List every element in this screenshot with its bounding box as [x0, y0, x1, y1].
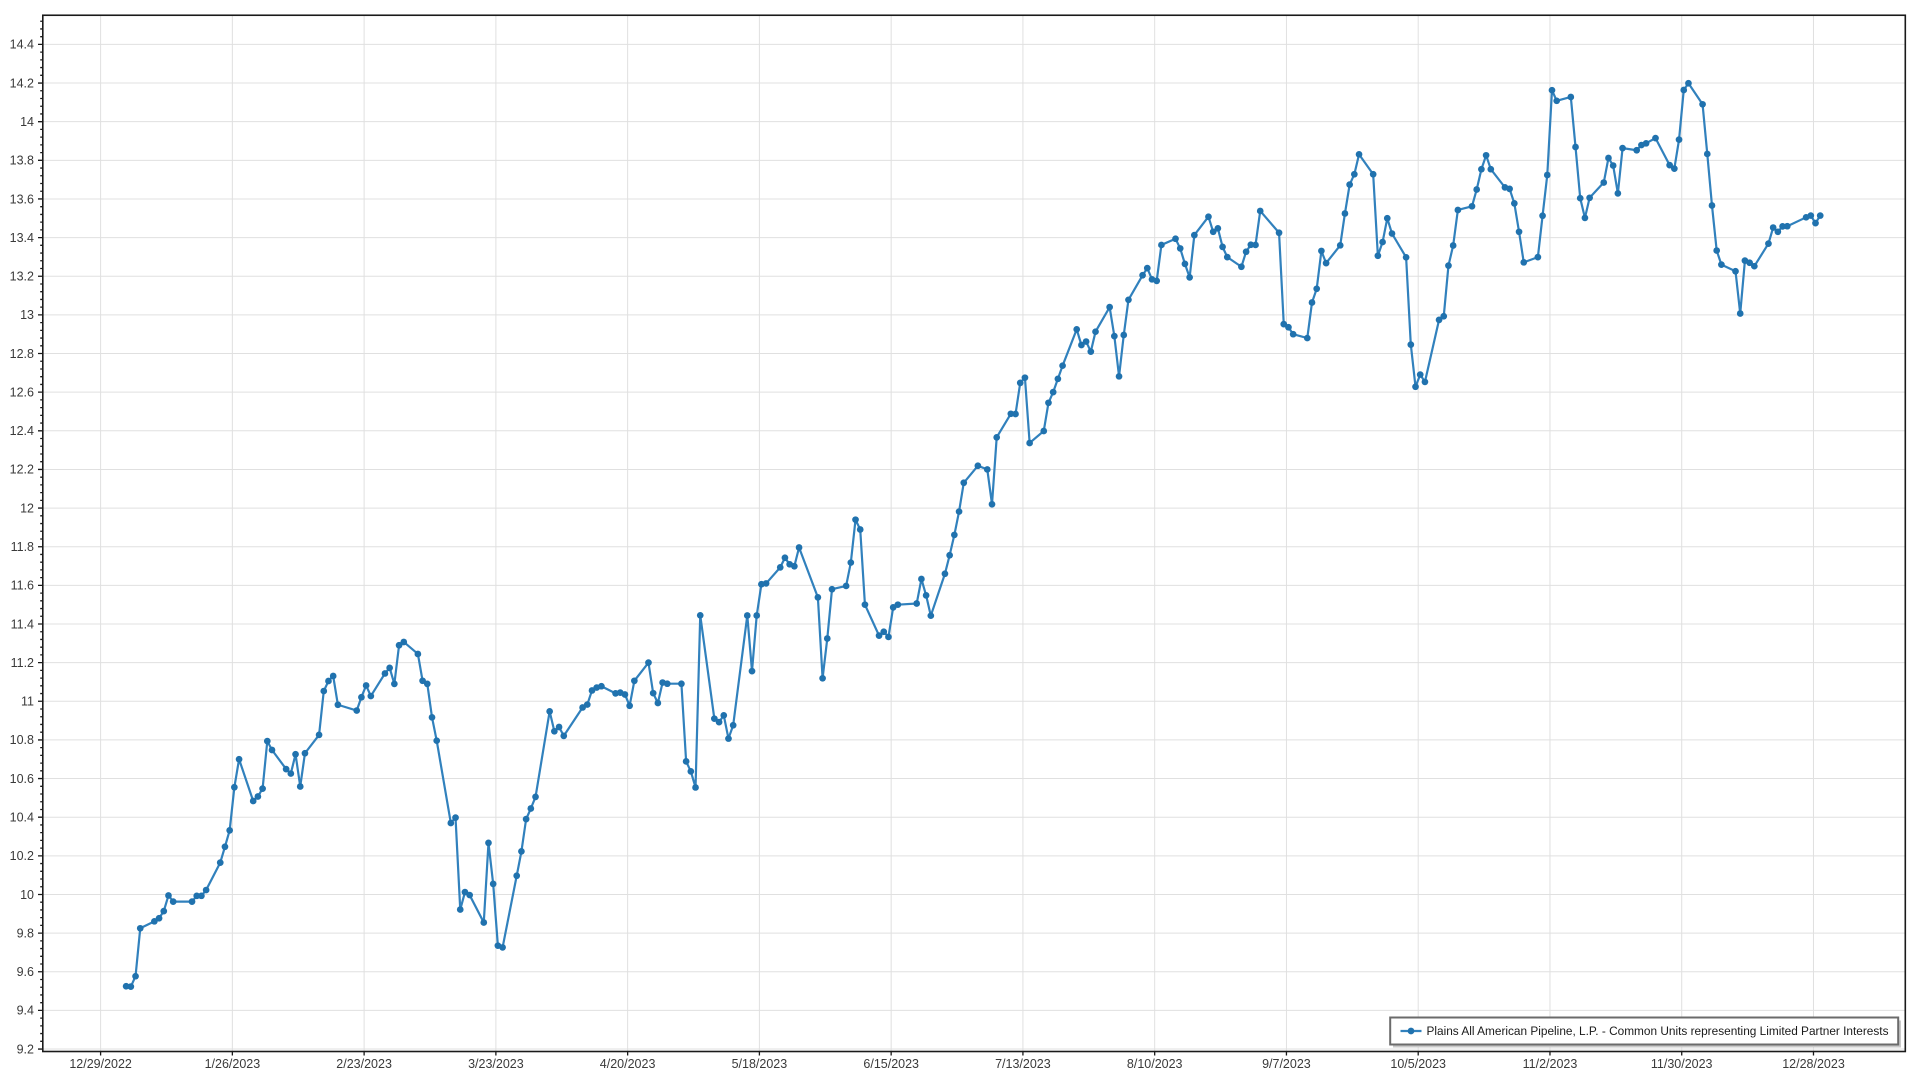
svg-text:8/10/2023: 8/10/2023	[1127, 1057, 1183, 1071]
svg-text:10.2: 10.2	[10, 849, 34, 863]
svg-text:10/5/2023: 10/5/2023	[1390, 1057, 1446, 1071]
svg-text:14.4: 14.4	[10, 38, 34, 52]
svg-text:13: 13	[20, 308, 34, 322]
svg-text:12/29/2022: 12/29/2022	[69, 1057, 132, 1071]
svg-text:12.6: 12.6	[10, 386, 34, 400]
svg-text:11.2: 11.2	[11, 656, 34, 670]
svg-text:4/20/2023: 4/20/2023	[600, 1057, 656, 1071]
svg-text:Plains All American Pipeline,: Plains All American Pipeline, L.P. - Com…	[1427, 1024, 1889, 1038]
svg-text:12: 12	[20, 501, 34, 515]
svg-text:13.8: 13.8	[10, 154, 34, 168]
svg-text:9/7/2023: 9/7/2023	[1262, 1057, 1311, 1071]
svg-text:10.4: 10.4	[10, 811, 34, 825]
svg-text:7/13/2023: 7/13/2023	[995, 1057, 1051, 1071]
svg-text:11/2/2023: 11/2/2023	[1523, 1057, 1578, 1071]
svg-text:11/30/2023: 11/30/2023	[1651, 1057, 1713, 1071]
svg-text:13.6: 13.6	[10, 192, 34, 206]
svg-text:12.8: 12.8	[10, 347, 34, 361]
svg-text:9.2: 9.2	[17, 1042, 34, 1056]
svg-text:14.2: 14.2	[10, 76, 34, 90]
svg-text:11.4: 11.4	[11, 617, 34, 631]
svg-text:2/23/2023: 2/23/2023	[336, 1057, 392, 1071]
svg-text:1/26/2023: 1/26/2023	[205, 1057, 261, 1071]
svg-text:9.8: 9.8	[17, 926, 34, 940]
svg-text:11: 11	[21, 695, 34, 709]
svg-text:13.4: 13.4	[10, 231, 34, 245]
svg-text:10.6: 10.6	[10, 772, 34, 786]
svg-text:9.6: 9.6	[17, 965, 34, 979]
svg-text:11.8: 11.8	[11, 540, 34, 554]
svg-text:11.6: 11.6	[11, 579, 34, 593]
svg-text:9.4: 9.4	[17, 1004, 34, 1018]
svg-text:13.2: 13.2	[10, 270, 34, 284]
svg-text:3/23/2023: 3/23/2023	[468, 1057, 524, 1071]
svg-text:10: 10	[20, 888, 34, 902]
svg-text:12.4: 12.4	[10, 424, 34, 438]
svg-text:14: 14	[20, 115, 34, 129]
svg-text:10.8: 10.8	[10, 733, 34, 747]
svg-text:6/15/2023: 6/15/2023	[863, 1057, 919, 1071]
svg-text:5/18/2023: 5/18/2023	[732, 1057, 788, 1071]
svg-text:12/28/2023: 12/28/2023	[1782, 1057, 1845, 1071]
svg-text:12.2: 12.2	[10, 463, 34, 477]
